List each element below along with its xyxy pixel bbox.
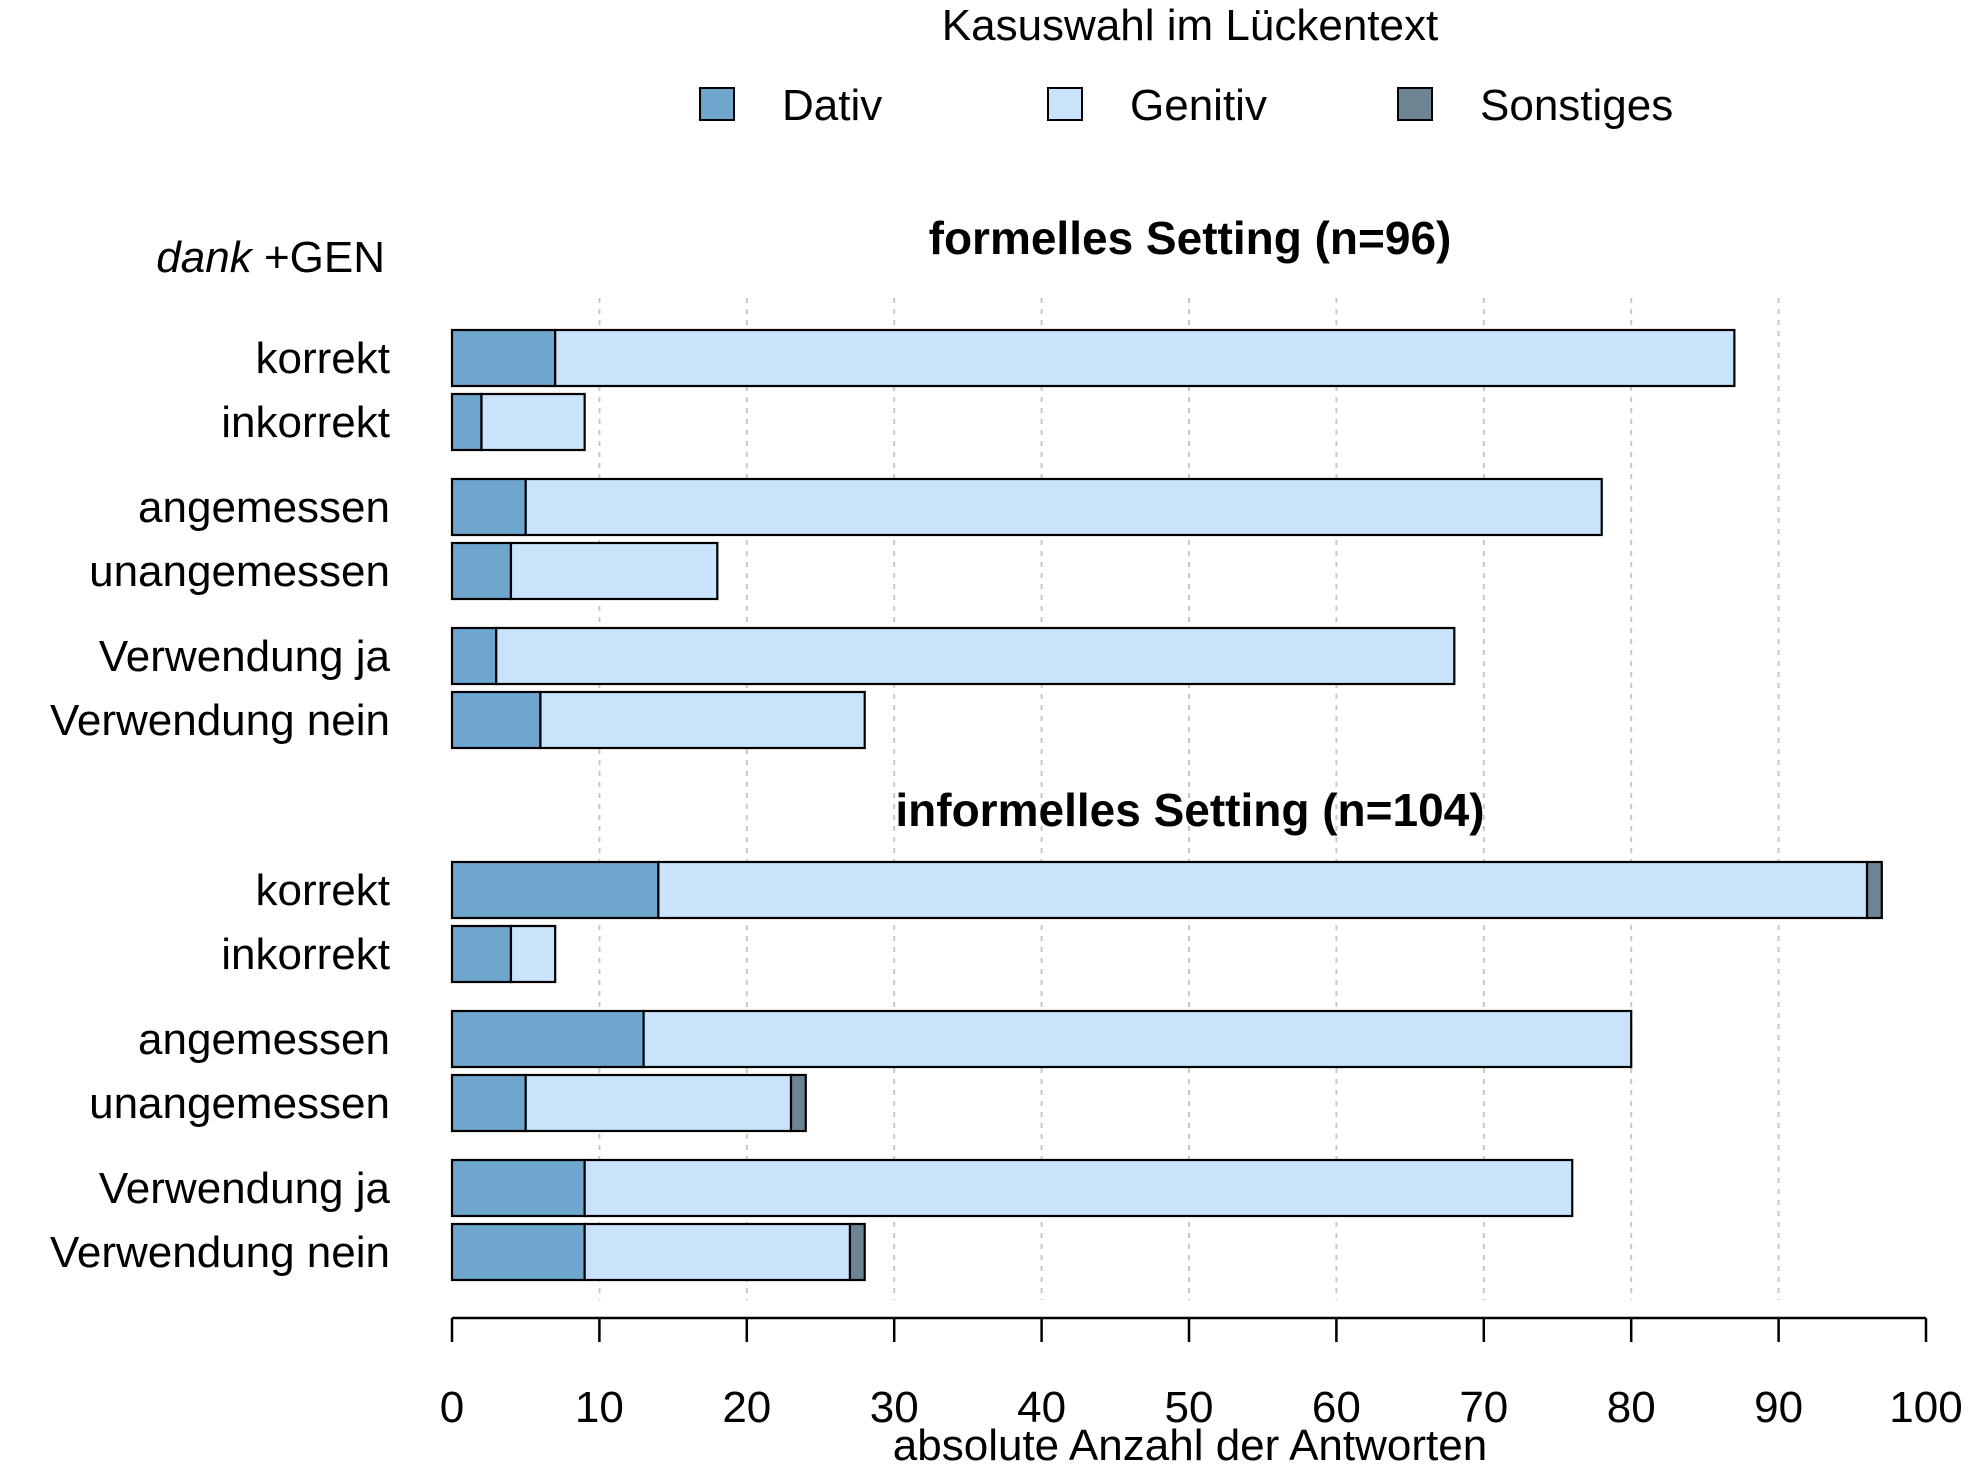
category-label: unangemessen	[89, 1079, 390, 1128]
legend-label-genitiv: Genitiv	[1130, 81, 1267, 130]
bar-row	[450, 1222, 866, 1282]
bar-row	[450, 690, 866, 750]
category-label: inkorrekt	[221, 930, 390, 979]
bar-dativ	[450, 626, 498, 686]
bar-dativ	[450, 1158, 586, 1218]
category-label: Verwendung nein	[50, 1228, 390, 1277]
bar-row	[450, 1009, 1633, 1069]
x-tick-label: 0	[440, 1383, 464, 1432]
category-label: Verwendung ja	[99, 1164, 391, 1213]
x-tick-label: 100	[1889, 1383, 1962, 1432]
category-label: Verwendung nein	[50, 696, 390, 745]
legend-label-sonstiges: Sonstiges	[1480, 81, 1673, 130]
bar-sonstiges	[1865, 860, 1883, 920]
category-label: korrekt	[256, 334, 390, 383]
bar-genitiv	[642, 1009, 1633, 1069]
bar-genitiv	[524, 1073, 793, 1133]
x-axis: 0 10 20 30 40 50 60 70 80 90 100	[440, 1316, 1963, 1432]
panel-title: formelles Setting (n=96)	[929, 212, 1452, 264]
bar-row	[450, 626, 1456, 686]
x-axis-label: absolute Anzahl der Antworten	[893, 1421, 1487, 1470]
category-label: angemessen	[138, 1015, 390, 1064]
corner-label: dank +GEN	[156, 233, 385, 282]
corner-label-rest: +GEN	[252, 233, 385, 282]
legend-label-dativ: Dativ	[782, 81, 882, 130]
bar-genitiv	[583, 1222, 852, 1282]
bar-row	[450, 1158, 1574, 1218]
x-tick-label: 30	[870, 1383, 919, 1432]
bar-genitiv	[554, 328, 1736, 388]
bar-genitiv	[509, 541, 719, 601]
bar-row	[450, 541, 719, 601]
panels: formelles Setting (n=96) korrekt inkorrekt…	[50, 212, 1883, 1282]
panel-2: informelles Setting (n=104) korrekt inkorr…	[50, 784, 1883, 1282]
bar-dativ	[450, 1222, 586, 1282]
x-tick-label: 50	[1165, 1383, 1214, 1432]
category-label: angemessen	[138, 483, 390, 532]
bar-dativ	[450, 541, 513, 601]
panel-title: informelles Setting (n=104)	[895, 784, 1484, 836]
bar-sonstiges	[789, 1073, 807, 1133]
legend: Kasuswahl im Lückentext Dativ Genitiv Sons…	[699, 1, 1673, 130]
bar-dativ	[450, 477, 527, 537]
legend-swatch-dativ	[699, 87, 735, 121]
bar-dativ	[450, 924, 513, 984]
bar-dativ	[450, 860, 660, 920]
bar-genitiv	[495, 626, 1456, 686]
x-tick-label: 60	[1312, 1383, 1361, 1432]
bar-genitiv	[657, 860, 1869, 920]
panel-1: formelles Setting (n=96) korrekt inkorrekt…	[50, 212, 1736, 750]
x-tick-label: 70	[1459, 1383, 1508, 1432]
legend-swatch-genitiv	[1047, 87, 1083, 121]
bar-row	[450, 328, 1736, 388]
bar-genitiv	[480, 392, 586, 452]
grid-lines	[598, 298, 1780, 1300]
bar-row	[450, 924, 557, 984]
legend-swatch-sonstiges	[1397, 87, 1433, 121]
x-tick-label: 80	[1607, 1383, 1656, 1432]
category-label: unangemessen	[89, 547, 390, 596]
x-tick-label: 90	[1754, 1383, 1803, 1432]
bar-genitiv	[539, 690, 866, 750]
category-label: inkorrekt	[221, 398, 390, 447]
category-label: korrekt	[256, 866, 390, 915]
bar-dativ	[450, 392, 483, 452]
category-label: Verwendung ja	[99, 632, 391, 681]
bar-dativ	[450, 1009, 645, 1069]
legend-title: Kasuswahl im Lückentext	[942, 1, 1438, 50]
bar-row	[450, 860, 1883, 920]
bar-genitiv	[509, 924, 557, 984]
x-tick-label: 10	[575, 1383, 624, 1432]
bar-genitiv	[583, 1158, 1574, 1218]
bar-row	[450, 477, 1603, 537]
bar-genitiv	[524, 477, 1603, 537]
bar-dativ	[450, 1073, 527, 1133]
bar-sonstiges	[848, 1222, 866, 1282]
corner-label-italic: dank	[156, 233, 253, 282]
x-tick-label: 40	[1017, 1383, 1066, 1432]
bar-row	[450, 392, 586, 452]
x-tick-label: 20	[722, 1383, 771, 1432]
bar-row	[450, 1073, 807, 1133]
bar-dativ	[450, 690, 542, 750]
bar-dativ	[450, 328, 557, 388]
